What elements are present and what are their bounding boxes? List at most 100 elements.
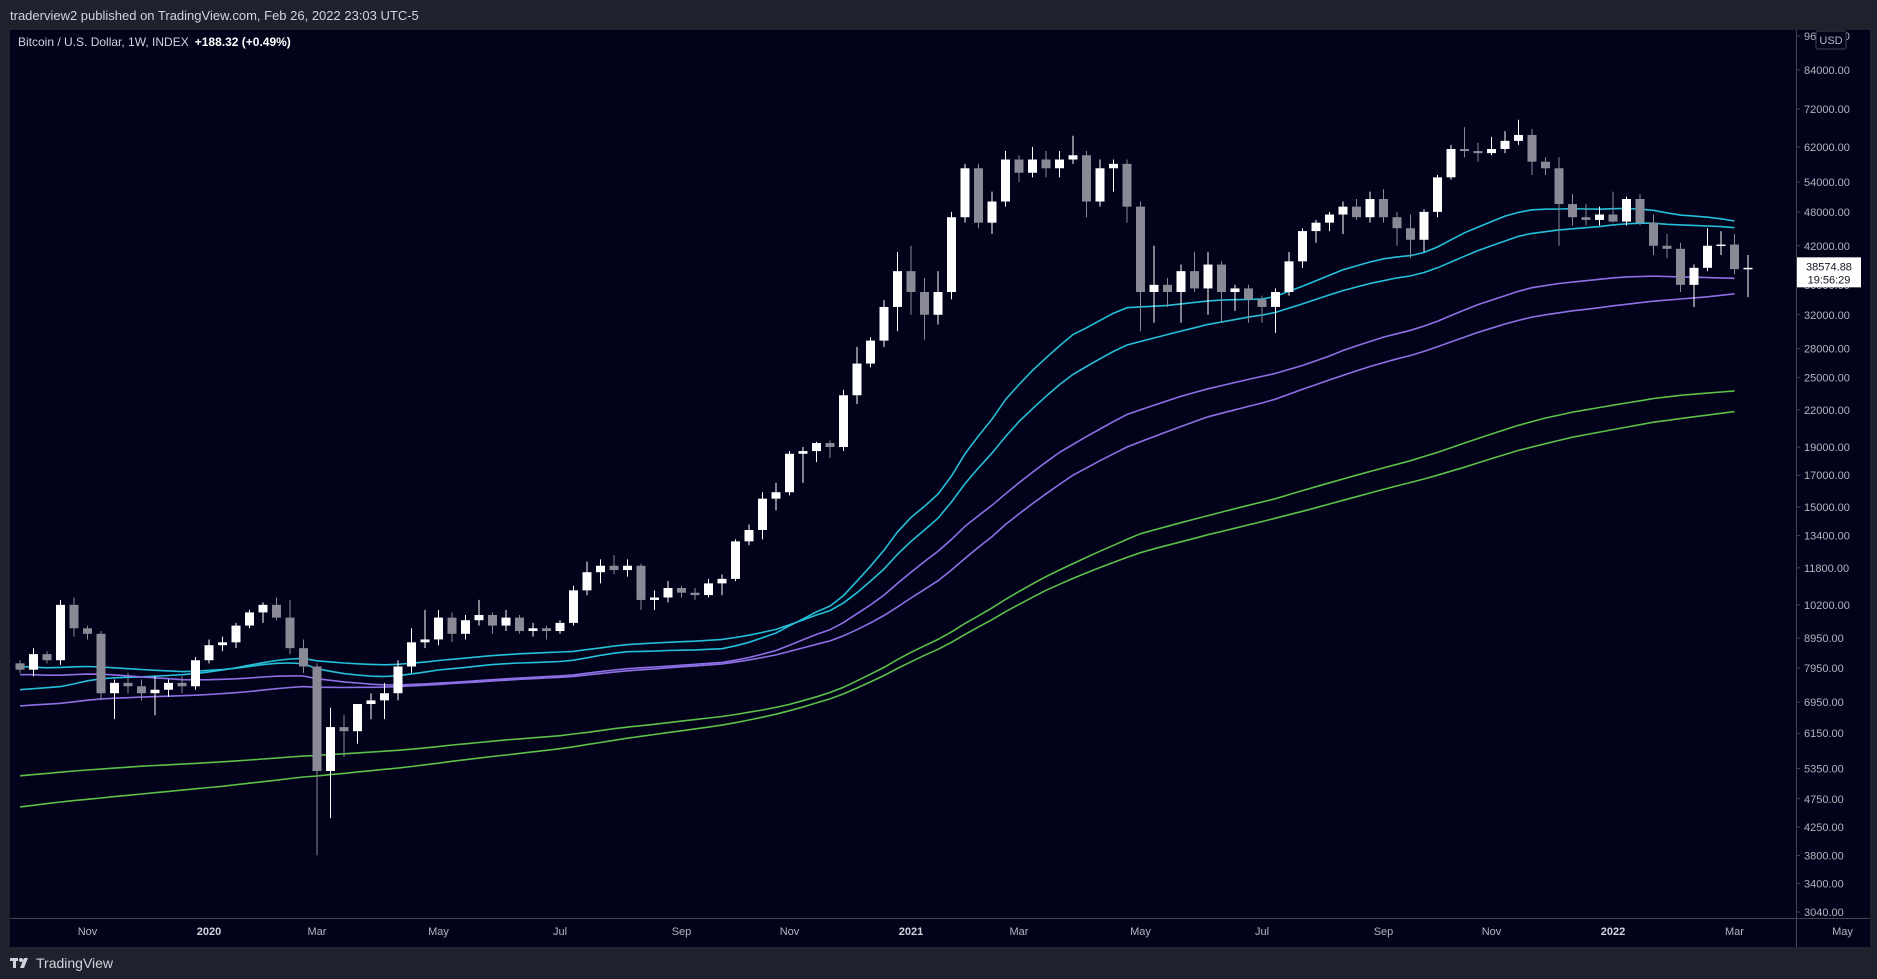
candle-body: [1595, 214, 1604, 220]
candle-body: [1203, 264, 1213, 289]
candle-body: [947, 217, 956, 293]
last-price-box: [1797, 257, 1861, 288]
candle-body: [852, 363, 862, 396]
time-axis[interactable]: Nov 2020 Mar May Jul Sep Nov 2021 Mar May Jul Sep No…: [78, 926, 1854, 938]
candle: [636, 563, 646, 610]
time-tick-label: Mar: [1010, 926, 1029, 938]
candle-body: [879, 306, 889, 341]
candle-body: [1608, 214, 1618, 222]
price-tick-label: 3040.00: [1804, 907, 1844, 919]
candle-body: [1257, 299, 1267, 307]
candle: [1635, 194, 1645, 226]
candle-body: [461, 620, 470, 634]
time-tick-label: Jul: [1255, 926, 1269, 938]
candle: [96, 631, 106, 701]
time-tick-label: May: [1832, 926, 1853, 938]
candle-body: [825, 443, 835, 448]
candle: [1001, 151, 1010, 207]
candle-body: [1190, 271, 1199, 289]
price-tick-label: 19000.00: [1804, 442, 1850, 454]
candle: [1122, 159, 1132, 223]
candle: [1689, 264, 1699, 307]
candle-body: [1554, 168, 1564, 205]
candle: [1338, 201, 1348, 234]
candle-body: [1014, 159, 1024, 173]
candle: [1392, 211, 1402, 246]
candle: [1730, 233, 1739, 275]
candle-body: [1028, 159, 1037, 173]
candle: [1568, 194, 1577, 226]
price-tick-label: 13400.00: [1804, 531, 1850, 543]
candle: [1676, 242, 1685, 293]
price-tick-label: 10200.00: [1804, 600, 1850, 612]
candle: [488, 612, 497, 634]
candle: [528, 622, 538, 637]
candle-body: [1109, 163, 1118, 169]
candle: [1527, 129, 1537, 176]
candle-body: [731, 541, 740, 579]
candle-body: [636, 565, 646, 600]
candle: [1649, 214, 1658, 255]
price-chart[interactable]: 96000.0084000.0072000.0062000.0054000.00…: [10, 30, 1870, 947]
candle: [650, 590, 659, 610]
candle-body: [56, 604, 65, 661]
candle-body: [1446, 148, 1456, 178]
price-tick-label: 3800.00: [1804, 850, 1844, 862]
candle-body: [501, 617, 511, 626]
candle-body: [1743, 267, 1753, 270]
candle-body: [272, 604, 281, 618]
candle: [1446, 144, 1456, 180]
candle: [69, 597, 79, 637]
candle-body: [1460, 148, 1469, 152]
time-tick-label: May: [1130, 926, 1151, 938]
candle: [1514, 119, 1523, 145]
price-tick-label: 4250.00: [1804, 822, 1844, 834]
candle: [744, 524, 754, 546]
price-axis[interactable]: 96000.0084000.0072000.0062000.0054000.00…: [1796, 31, 1850, 919]
candle-body: [1271, 292, 1280, 307]
price-tick-label: 4750.00: [1804, 794, 1844, 806]
candle-body: [812, 443, 821, 452]
currency-badge[interactable]: USD: [1815, 30, 1847, 50]
candle: [663, 581, 673, 603]
candle: [15, 660, 25, 673]
candle-body: [150, 689, 160, 694]
candle: [339, 715, 349, 757]
candle-body: [1730, 244, 1739, 270]
candle: [825, 440, 835, 458]
candle: [839, 389, 848, 452]
candle-body: [1541, 161, 1550, 169]
publisher-header: traderview2 published on TradingView.com…: [0, 0, 1877, 30]
candle: [1244, 284, 1253, 323]
candle: [1014, 155, 1024, 182]
candle: [272, 597, 281, 621]
candle: [123, 672, 133, 694]
candle-body: [690, 592, 700, 596]
chart-area[interactable]: 96000.0084000.0072000.0062000.0054000.00…: [10, 30, 1870, 947]
candle: [299, 639, 308, 673]
candle-body: [1122, 163, 1132, 207]
candle-body: [569, 590, 578, 623]
candle-body: [69, 604, 79, 629]
candle-body: [1082, 155, 1091, 202]
candle: [758, 492, 767, 540]
candle-body: [839, 395, 848, 448]
candle: [785, 451, 794, 496]
candle-body: [1581, 217, 1591, 220]
candle: [1460, 127, 1469, 158]
candle-body: [1244, 288, 1253, 300]
candle: [677, 585, 686, 598]
price-tick-label: 54000.00: [1804, 177, 1850, 189]
price-change: +188.32 (+0.49%): [194, 35, 291, 49]
candle-body: [596, 565, 605, 573]
plot-area[interactable]: [15, 119, 1753, 856]
tradingview-brand[interactable]: TradingView: [10, 955, 113, 971]
candle: [1028, 146, 1037, 178]
candle-body: [474, 615, 484, 621]
candle: [245, 609, 254, 629]
candle-body: [771, 492, 781, 499]
price-tick-label: 8950.00: [1804, 633, 1844, 645]
candle-body: [191, 660, 200, 687]
candle-body: [83, 628, 92, 634]
price-tick-label: 6950.00: [1804, 697, 1844, 709]
